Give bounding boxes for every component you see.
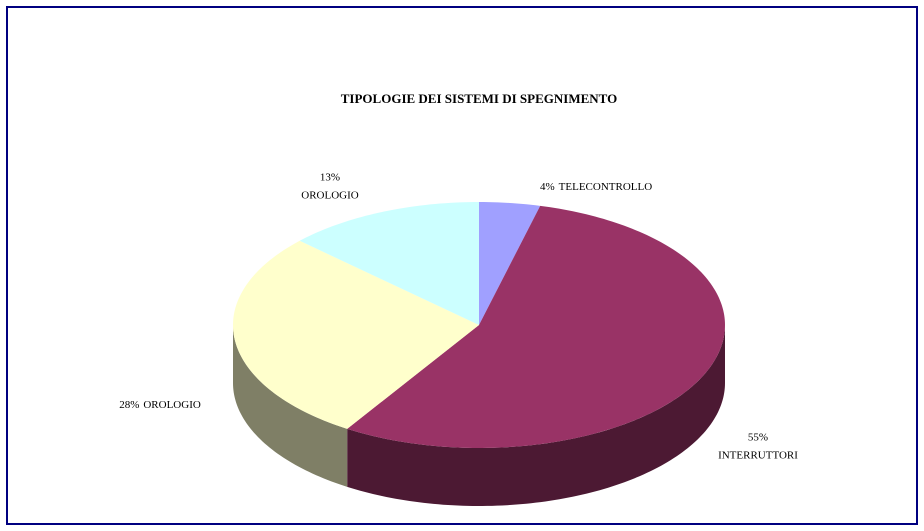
slice (479, 202, 541, 325)
data-label: 13% (320, 172, 340, 184)
chart-title: TIPOLOGIE DEI SISTEMI DI SPEGNIMENTO (341, 91, 617, 106)
category-label: INTERRUTTORI (718, 450, 798, 462)
data-label: 4% (540, 181, 555, 193)
slice-label: 28% OROLOGIO (119, 399, 201, 411)
slice-side (233, 325, 348, 487)
category-label: OROLOGIO (301, 190, 358, 202)
category-label: OROLOGIO (143, 399, 200, 411)
slice-side (347, 325, 725, 506)
slice (299, 202, 479, 325)
slice-label: 4% TELECONTROLLO (540, 181, 652, 193)
slice (233, 240, 479, 429)
data-label: 55% (748, 432, 768, 444)
category-label: TELECONTROLLO (559, 181, 653, 193)
data-label: 28% (119, 399, 139, 411)
slice (347, 205, 725, 448)
